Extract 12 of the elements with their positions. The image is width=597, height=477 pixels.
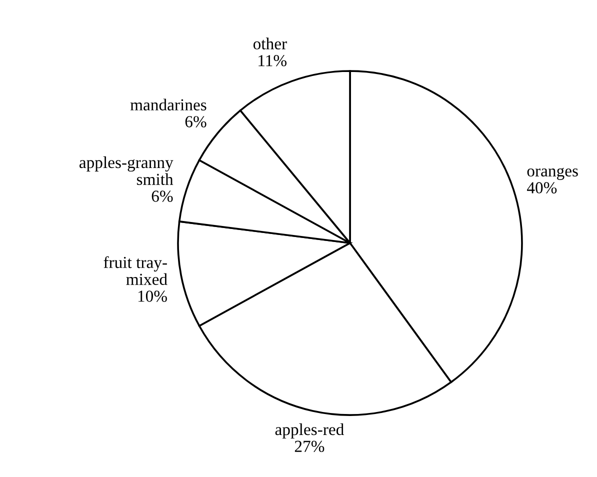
data-label: 6% bbox=[152, 190, 173, 202]
data-label: 27% bbox=[294, 440, 324, 452]
data-label: 10% bbox=[138, 290, 167, 302]
data-label: 40% bbox=[526, 182, 557, 194]
slice-label: apples-granny smith bbox=[80, 156, 174, 186]
slice-label: fruit tray- mixed bbox=[104, 256, 168, 285]
data-label: 6% bbox=[185, 116, 206, 128]
slice-label: mandarines bbox=[130, 98, 206, 110]
slice-label: other bbox=[253, 38, 287, 50]
data-label: 11% bbox=[258, 55, 287, 66]
slice-label: oranges bbox=[527, 168, 578, 180]
slice-label: apples-red bbox=[275, 423, 344, 439]
